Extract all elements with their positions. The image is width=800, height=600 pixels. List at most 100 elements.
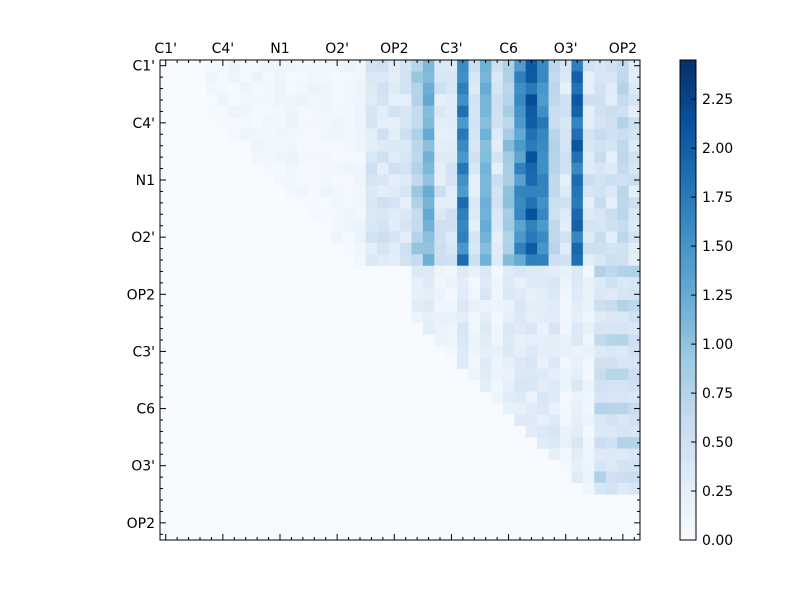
heatmap-cell (594, 265, 607, 278)
heatmap-cell (502, 185, 515, 198)
heatmap-cell (480, 174, 492, 187)
heatmap-cell (628, 368, 641, 381)
heatmap-cell (262, 117, 275, 129)
heatmap-cell (434, 60, 447, 72)
heatmap-cell (605, 322, 618, 335)
heatmap-cell (605, 117, 618, 129)
heatmap-cell (605, 254, 618, 267)
heatmap-cell (594, 482, 607, 495)
heatmap-cell (320, 185, 332, 198)
heatmap-cell (457, 311, 469, 324)
heatmap-cell (560, 105, 572, 118)
heatmap-cell (605, 448, 618, 461)
heatmap-cell (628, 437, 641, 449)
heatmap-cell (537, 117, 549, 129)
heatmap-cell (617, 380, 629, 392)
colorbar-segment (680, 308, 696, 313)
heatmap-cell (297, 162, 309, 175)
heatmap-cell (525, 82, 538, 95)
heatmap-cell (411, 174, 424, 187)
heatmap-cell (411, 242, 424, 255)
heatmap-cell (308, 174, 321, 187)
heatmap-cell (605, 162, 618, 175)
heatmap-cell (422, 105, 435, 118)
heatmap-cell (400, 220, 412, 232)
heatmap-cell (548, 151, 561, 164)
heatmap-cell (445, 220, 458, 232)
heatmap-cell (491, 94, 504, 107)
heatmap-cell (400, 242, 412, 255)
heatmap-cell (354, 231, 367, 244)
heatmap-cell (537, 128, 549, 141)
heatmap-cell (365, 220, 378, 232)
heatmap-cell (525, 128, 538, 141)
heatmap-cell (582, 208, 595, 221)
heatmap-cell (617, 128, 629, 141)
heatmap-cell (548, 288, 561, 301)
heatmap-cell (537, 380, 549, 392)
heatmap-cell (628, 242, 641, 255)
heatmap-cell (537, 105, 549, 118)
heatmap-cell (445, 288, 458, 301)
heatmap-cell (377, 71, 389, 84)
heatmap-cell (285, 162, 298, 175)
heatmap-cell (411, 117, 424, 129)
heatmap-cell (274, 162, 287, 175)
heatmap-cell (617, 231, 629, 244)
heatmap-cell (320, 197, 332, 209)
colorbar-segment (680, 100, 696, 105)
heatmap-cell (582, 151, 595, 164)
heatmap-cell (582, 242, 595, 255)
heatmap-cell (582, 140, 595, 152)
colorbar-segment (680, 200, 696, 205)
heatmap-cell (525, 425, 538, 438)
heatmap-cell (628, 220, 641, 232)
heatmap-cell (491, 82, 504, 95)
heatmap-cell (228, 60, 241, 72)
heatmap-cell (502, 82, 515, 95)
heatmap-cell (571, 277, 584, 289)
heatmap-cell (525, 300, 538, 312)
heatmap-cell (457, 82, 469, 95)
heatmap-cell (422, 254, 435, 267)
heatmap-cell (571, 311, 584, 324)
heatmap-cell (525, 311, 538, 324)
heatmap-cell (377, 105, 389, 118)
heatmap-cell (365, 71, 378, 84)
heatmap-cell (274, 105, 287, 118)
heatmap-cell (582, 197, 595, 209)
heatmap-cell (491, 357, 504, 369)
heatmap-cell (582, 94, 595, 107)
colorbar-tick-label: 2.00 (702, 141, 733, 157)
heatmap-cell (422, 71, 435, 84)
heatmap-cell (548, 322, 561, 335)
heatmap-cell (582, 437, 595, 449)
heatmap-cell (560, 82, 572, 95)
heatmap-cell (514, 368, 527, 381)
heatmap-cell (240, 128, 252, 141)
colorbar-segment (680, 376, 696, 381)
heatmap-cell (571, 357, 584, 369)
heatmap-cell (434, 254, 447, 267)
heatmap-cell (388, 162, 401, 175)
heatmap-cell (285, 71, 298, 84)
y-tick-labels: C1' C4' N1 O2' OP2 C3' C6 O3' OP2 (127, 59, 155, 532)
heatmap-cell (582, 334, 595, 347)
colorbar-segment (680, 228, 696, 233)
y-tick-label: O2' (131, 230, 155, 246)
heatmap-cell (560, 357, 572, 369)
heatmap-cell (582, 402, 595, 415)
heatmap-cell (605, 265, 618, 278)
heatmap-cell (377, 151, 389, 164)
heatmap-cell (320, 94, 332, 107)
heatmap-cell (354, 117, 367, 129)
colorbar-segment (680, 164, 696, 169)
colorbar-segment (680, 144, 696, 149)
heatmap-cell (594, 437, 607, 449)
heatmap-cell (434, 334, 447, 347)
heatmap-cell (548, 448, 561, 461)
heatmap-cell (594, 414, 607, 427)
heatmap-cell (560, 345, 572, 358)
colorbar-segment (680, 492, 696, 497)
heatmap-cell (537, 254, 549, 267)
